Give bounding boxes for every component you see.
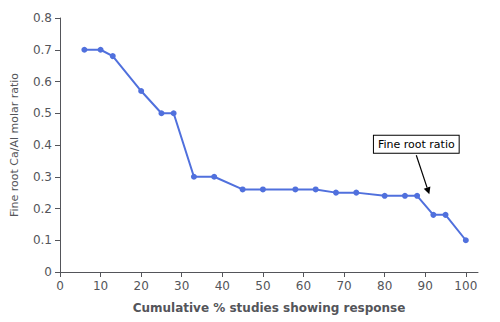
svg-text:70: 70: [336, 279, 351, 293]
svg-text:0.2: 0.2: [33, 202, 52, 216]
svg-text:30: 30: [174, 279, 189, 293]
svg-text:0.7: 0.7: [33, 43, 52, 57]
svg-text:10: 10: [93, 279, 108, 293]
svg-text:0.5: 0.5: [33, 106, 52, 120]
svg-text:0.8: 0.8: [33, 11, 52, 25]
svg-text:0.6: 0.6: [33, 75, 52, 89]
svg-text:Fine root ratio: Fine root ratio: [378, 138, 455, 151]
svg-text:80: 80: [377, 279, 392, 293]
svg-text:50: 50: [255, 279, 270, 293]
svg-text:0.4: 0.4: [33, 138, 52, 152]
svg-text:Cumulative % studies showing r: Cumulative % studies showing response: [133, 301, 406, 315]
svg-text:0.1: 0.1: [33, 233, 52, 247]
svg-text:90: 90: [418, 279, 433, 293]
svg-text:0.3: 0.3: [33, 170, 52, 184]
svg-text:Fine root Ca/Al molar ratio: Fine root Ca/Al molar ratio: [8, 73, 21, 217]
svg-text:0: 0: [44, 265, 52, 279]
svg-text:60: 60: [296, 279, 311, 293]
svg-text:100: 100: [454, 279, 477, 293]
svg-text:20: 20: [134, 279, 149, 293]
svg-text:0: 0: [56, 279, 64, 293]
svg-text:40: 40: [215, 279, 230, 293]
